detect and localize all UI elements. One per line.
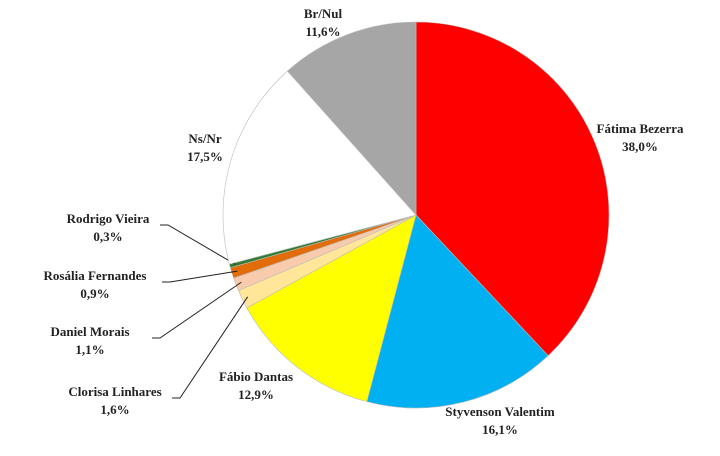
leader-line: [172, 296, 249, 399]
slice-label: Fátima Bezerra: [597, 121, 684, 136]
value-label: 16,1%: [482, 422, 518, 437]
value-label: 1,1%: [75, 342, 104, 357]
leader-line: [160, 224, 236, 265]
pie-slice: [415, 21, 610, 357]
pie-slice: [246, 214, 417, 402]
leader-line: [162, 270, 238, 283]
slice-label: Styvenson Valentim: [445, 404, 555, 419]
value-label: 17,5%: [187, 149, 223, 164]
pie-slice: [366, 214, 549, 409]
pie-slice: [287, 21, 417, 216]
slice-label: Ns/Nr: [188, 131, 221, 146]
value-label: 12,9%: [238, 387, 274, 402]
value-label: 0,9%: [80, 286, 109, 301]
slice-label: Fábio Dantas: [219, 369, 293, 384]
value-label: 38,0%: [622, 139, 658, 154]
value-label: 0,3%: [93, 229, 122, 244]
slice-label: Clorisa Linhares: [68, 384, 161, 399]
leader-line: [152, 281, 242, 339]
slice-label: Br/Nul: [304, 6, 343, 21]
slice-label: Rosália Fernandes: [44, 268, 147, 283]
pie-slice: [222, 70, 417, 265]
slice-label: Daniel Morais: [50, 324, 129, 339]
value-label: 11,6%: [305, 24, 340, 39]
value-label: 1,6%: [100, 402, 129, 417]
slice-label: Rodrigo Vieira: [67, 211, 150, 226]
